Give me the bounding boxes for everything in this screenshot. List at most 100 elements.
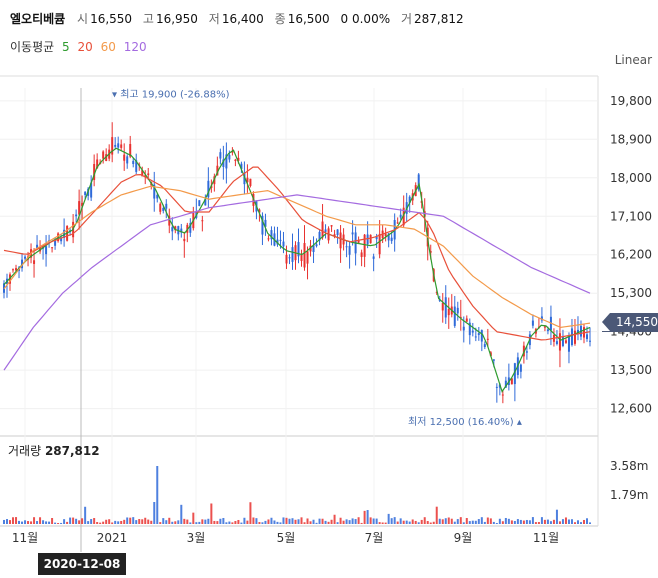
candle-body — [198, 200, 201, 206]
candle-body — [114, 144, 117, 147]
candle-body — [144, 175, 147, 177]
candle-body — [102, 151, 105, 159]
volume-bar — [276, 521, 279, 524]
candle-body — [384, 233, 387, 237]
candle-body — [444, 297, 447, 318]
volume-bar — [393, 517, 396, 524]
volume-bar — [111, 522, 114, 524]
candle-body — [237, 157, 240, 161]
high-value: 16,950 — [155, 12, 198, 26]
volume-bar — [519, 519, 522, 524]
volume-bar — [498, 518, 501, 524]
low-value: 16,400 — [221, 12, 264, 26]
volume-bar — [438, 518, 441, 524]
candle-body — [81, 202, 84, 206]
volume-bar — [192, 512, 195, 524]
low-label: 저 — [208, 12, 220, 26]
ma-5[interactable]: 5 — [62, 40, 70, 54]
candle-body — [120, 144, 123, 148]
candle-body — [270, 230, 273, 240]
candle-body — [504, 380, 507, 388]
candle-body — [183, 238, 186, 242]
volume-bar — [177, 520, 180, 524]
volume-bar — [420, 519, 423, 524]
volume-bar — [45, 521, 48, 524]
volume-bar — [126, 517, 129, 524]
y-tick-label: 12,600 — [610, 402, 652, 416]
volume-bar — [75, 518, 78, 524]
volume-bar — [306, 518, 309, 524]
candle-body — [573, 330, 576, 344]
volume-bar — [534, 522, 537, 524]
volume-bar — [429, 522, 432, 524]
moving-average-legend[interactable]: 이동평균 5 20 60 120 — [10, 38, 151, 55]
volume-bar — [135, 520, 138, 524]
candle-body — [360, 252, 363, 257]
y-tick-label: 18,900 — [610, 132, 652, 146]
ma-60[interactable]: 60 — [100, 40, 116, 54]
candle-body — [21, 259, 24, 269]
volume-bar — [267, 519, 270, 524]
volume-bar — [234, 521, 237, 524]
candle-body — [165, 203, 168, 209]
volume-bar — [513, 521, 516, 524]
candle-body — [168, 215, 171, 226]
volume-bar — [66, 521, 69, 524]
low-annotation: 최저 12,500 (16.40%) ▴ — [408, 416, 522, 428]
volume-bar — [444, 518, 447, 524]
volume-bar — [117, 521, 120, 524]
volume-bar — [216, 521, 219, 524]
candle-body — [525, 351, 528, 353]
candle-body — [180, 228, 183, 233]
ma-20[interactable]: 20 — [77, 40, 93, 54]
candle-body — [261, 215, 264, 235]
volume-bar — [336, 522, 339, 524]
x-tick-label: 2021 — [97, 531, 128, 545]
volume-bar — [396, 521, 399, 524]
volume-bar — [15, 517, 18, 524]
volume-bar — [387, 513, 390, 524]
candle-body — [189, 223, 192, 233]
high-annotation: ▾ 최고 19,900 (-26.88%) — [112, 89, 230, 101]
volume-bar — [330, 519, 333, 524]
candle-body — [543, 326, 546, 328]
volume-bar — [486, 517, 489, 524]
candle-body — [567, 335, 570, 352]
volume-bar — [321, 518, 324, 524]
volume-bar — [138, 519, 141, 524]
candle-body — [225, 154, 228, 169]
volume-bar — [489, 518, 492, 524]
candle-body — [465, 318, 468, 322]
volume-bar — [426, 521, 429, 524]
volume-bar — [165, 520, 168, 524]
candle-body — [453, 306, 456, 326]
volume-bar — [360, 522, 363, 524]
candle-body — [129, 144, 132, 157]
volume-bar — [96, 522, 99, 524]
volume-bar — [12, 517, 15, 524]
volume-bar — [309, 521, 312, 524]
candle-body — [546, 329, 549, 332]
volume-bar — [459, 517, 462, 524]
ma-120[interactable]: 120 — [123, 40, 147, 54]
volume-bar — [228, 521, 231, 524]
volume-bar — [342, 520, 345, 524]
volume-bar — [570, 519, 573, 524]
scale-toggle[interactable]: Linear — [614, 53, 652, 67]
candle-body — [321, 221, 324, 238]
candle-body — [417, 174, 420, 190]
candle-body — [585, 334, 588, 339]
volume-bar — [492, 521, 495, 524]
volume-bar — [351, 518, 354, 524]
candle-body — [111, 137, 114, 155]
candle-body — [474, 336, 477, 338]
volume-panel-value: 287,812 — [44, 444, 100, 458]
volume-bar — [417, 522, 420, 524]
candle-body — [429, 251, 432, 253]
candle-body — [33, 260, 36, 264]
candle-body — [117, 143, 120, 148]
candle-body — [141, 170, 144, 177]
volume-bar — [243, 517, 246, 524]
candle-body — [483, 344, 486, 348]
